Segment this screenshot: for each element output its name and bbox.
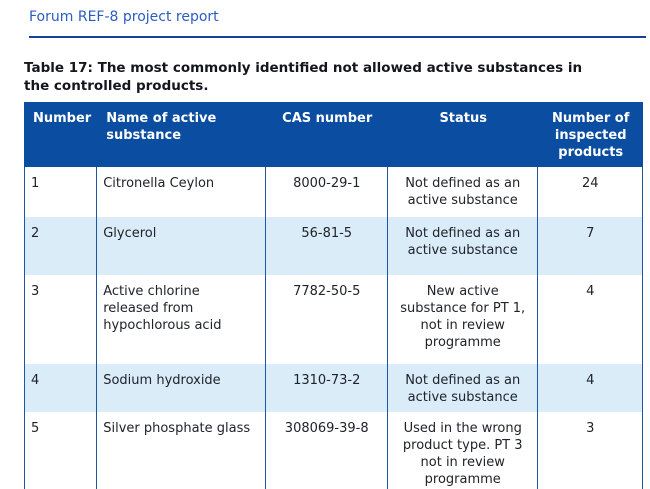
cell-name: Active chlorine released from hypochloro… — [97, 275, 267, 364]
cell-name: Glycerol — [97, 217, 267, 275]
col-header-name: Name of active substance — [97, 102, 267, 167]
cell-number: 4 — [24, 364, 98, 412]
cell-count: 4 — [538, 364, 644, 412]
cell-name: Citronella Ceylon — [97, 167, 267, 217]
cell-cas: 1310-73-2 — [266, 364, 389, 412]
col-header-count: Number of inspected products — [538, 102, 644, 167]
cell-count: 4 — [538, 275, 644, 364]
cell-number: 5 — [24, 412, 98, 489]
cell-status: New active substance for PT 1, not in re… — [388, 275, 539, 364]
table-row: 4 Sodium hydroxide 1310-73-2 Not defined… — [24, 364, 644, 412]
substances-table: Number Name of active substance CAS numb… — [24, 102, 644, 489]
cell-status: Not defined as an active substance — [388, 167, 539, 217]
cell-cas: 8000-29-1 — [266, 167, 389, 217]
table-header-row: Number Name of active substance CAS numb… — [24, 102, 644, 167]
table-row: 3 Active chlorine released from hypochlo… — [24, 275, 644, 364]
cell-number: 1 — [24, 167, 98, 217]
col-header-status: Status — [388, 102, 539, 167]
table-row: 5 Silver phosphate glass 308069-39-8 Use… — [24, 412, 644, 489]
cell-count: 24 — [538, 167, 644, 217]
header-rule — [29, 36, 646, 38]
col-header-number: Number — [24, 102, 98, 167]
cell-number: 2 — [24, 217, 98, 275]
table-row: 1 Citronella Ceylon 8000-29-1 Not define… — [24, 167, 644, 217]
table-caption: Table 17: The most commonly identified n… — [24, 60, 583, 94]
col-header-cas: CAS number — [266, 102, 389, 167]
cell-count: 7 — [538, 217, 644, 275]
cell-name: Silver phosphate glass — [97, 412, 267, 489]
cell-status: Not defined as an active substance — [388, 364, 539, 412]
cell-number: 3 — [24, 275, 98, 364]
cell-count: 3 — [538, 412, 644, 489]
cell-cas: 308069-39-8 — [266, 412, 389, 489]
cell-cas: 56-81-5 — [266, 217, 389, 275]
running-header: Forum REF-8 project report — [29, 9, 219, 25]
cell-status: Used in the wrong product type. PT 3 not… — [388, 412, 539, 489]
cell-name: Sodium hydroxide — [97, 364, 267, 412]
cell-cas: 7782-50-5 — [266, 275, 389, 364]
cell-status: Not defined as an active substance — [388, 217, 539, 275]
table-row: 2 Glycerol 56-81-5 Not defined as an act… — [24, 217, 644, 275]
